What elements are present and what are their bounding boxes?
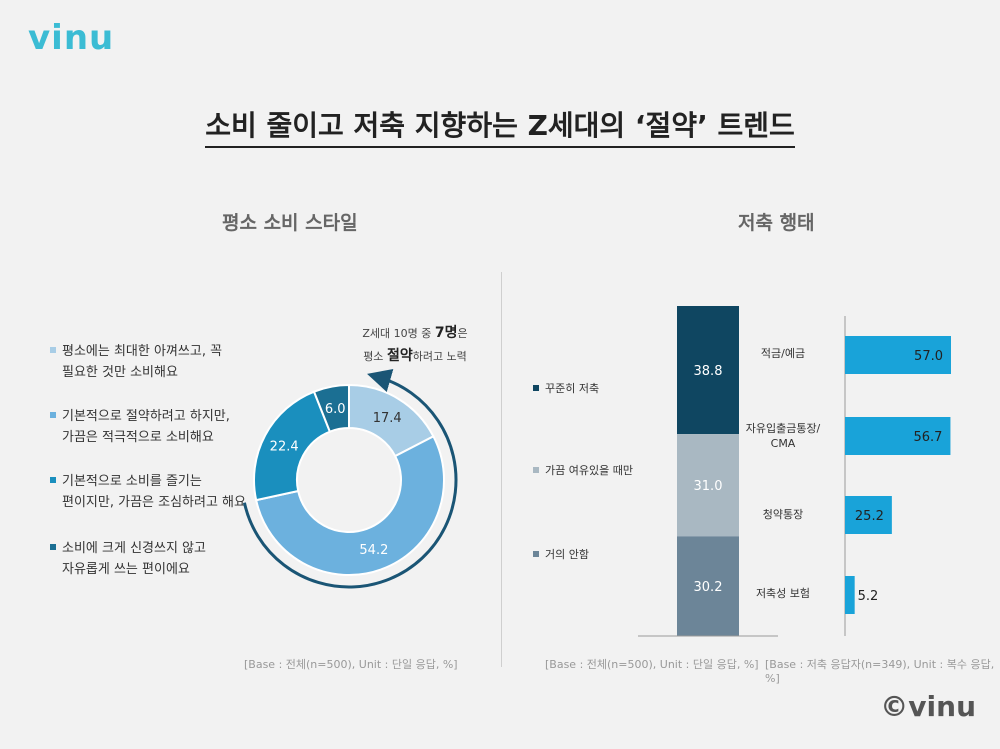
- legend-item-free: 소비에 크게 신경쓰지 않고 자유롭게 쓰는 편이에요: [50, 538, 206, 580]
- stack-segment: [677, 434, 739, 537]
- legend-swatch: [50, 476, 56, 483]
- section-title-consumption: 평소 소비 스타일: [222, 212, 358, 234]
- hbar-bar: [845, 336, 951, 374]
- stack-legend-label: 꾸준히 저축: [545, 382, 600, 395]
- donut-slice-label: 17.4: [373, 411, 402, 426]
- callout-text-part: 평소: [363, 350, 387, 363]
- legend-line: 필요한 것만 소비해요: [62, 365, 178, 380]
- section-title-saving: 저축 행태: [738, 212, 815, 234]
- legend-item-mostly-save: 기본적으로 절약하려고 하지만, 가끔은 적극적으로 소비해요: [50, 406, 230, 448]
- legend-swatch: [533, 385, 539, 391]
- callout-text-part: 하려고 노력: [412, 350, 467, 363]
- hbar-category-label: 자유입출금통장/ CMA: [745, 422, 821, 450]
- hbar-category-label: 적금/예금: [760, 347, 806, 360]
- hbar-bar: [845, 417, 951, 455]
- stack-segment-label: 30.2: [694, 580, 723, 595]
- base-note-donut: [Base : 전체(n=500), Unit : 단일 응답, %]: [244, 658, 458, 671]
- donut-chart: 17.4 54.2 22.4 6.0: [253, 383, 445, 576]
- callout-text-part: 은: [457, 327, 468, 340]
- legend-line: 편이지만, 가끔은 조심하려고 해요: [62, 495, 246, 510]
- donut-slice-label: 6.0: [325, 402, 346, 417]
- legend-swatch: [50, 411, 56, 418]
- callout-arc: [242, 368, 458, 589]
- callout-highlight: 7명: [434, 325, 458, 341]
- stack-legend-label: 거의 안함: [545, 548, 589, 561]
- section-divider: [501, 272, 502, 667]
- page-title: 소비 줄이고 저축 지향하는 Z세대의 ‘절약’ 트렌드: [0, 104, 1000, 148]
- legend-line: 소비에 크게 신경쓰지 않고: [62, 541, 206, 556]
- stack-segment: [677, 536, 739, 636]
- hbar-category-label: 저축성 보험: [755, 587, 811, 600]
- hbar-value-label: 56.7: [913, 430, 942, 445]
- legend-line: 기본적으로 절약하려고 하지만,: [62, 409, 230, 424]
- donut-slice: [312, 383, 350, 433]
- stack-legend-label: 가끔 여유있을 때만: [545, 464, 633, 477]
- legend-item-frugal: 평소에는 최대한 아껴쓰고, 꼭 필요한 것만 소비해요: [50, 341, 222, 383]
- stack-segment-label: 38.8: [694, 364, 723, 379]
- legend-line: 기본적으로 소비를 즐기는: [62, 474, 202, 489]
- legend-line: 자유롭게 쓰는 편이에요: [62, 562, 190, 577]
- stack-legend-regular: 꾸준히 저축: [533, 380, 599, 396]
- legend-item-enjoy: 기본적으로 소비를 즐기는 편이지만, 가끔은 조심하려고 해요: [50, 471, 246, 513]
- donut-slice-label: 54.2: [359, 543, 388, 558]
- hbar-value-label: 57.0: [914, 349, 943, 364]
- hbar-value-label: 25.2: [855, 509, 884, 524]
- hbar-bar: [845, 496, 892, 534]
- stacked-bar-chart: 38.8 31.0 30.2: [638, 306, 778, 637]
- donut-slice-label: 22.4: [270, 439, 299, 454]
- hbar-bar: [845, 576, 855, 614]
- base-note-stack: [Base : 전체(n=500), Unit : 단일 응답, %]: [545, 658, 759, 671]
- legend-line: 평소에는 최대한 아껴쓰고, 꼭: [62, 344, 223, 359]
- donut-slice: [254, 434, 445, 576]
- hbar-category-label: 청약통장: [762, 508, 804, 521]
- legend-swatch: [533, 551, 539, 557]
- base-note-hbar: [Base : 저축 응답자(n=349), Unit : 복수 응답, %]: [765, 658, 995, 685]
- hbar-value-label: 5.2: [858, 589, 879, 604]
- vinu-logo: vinu: [28, 18, 115, 58]
- legend-line: 가끔은 적극적으로 소비해요: [62, 430, 214, 445]
- stack-segment: [677, 306, 739, 435]
- legend-swatch: [533, 467, 539, 473]
- callout-highlight: 절약: [386, 348, 413, 364]
- horizontal-bar-chart: 57.0 56.7 25.2 5.2: [844, 316, 951, 636]
- stack-segment-label: 31.0: [694, 479, 723, 494]
- stack-legend-sometimes: 가끔 여유있을 때만: [533, 462, 633, 478]
- stack-legend-rarely: 거의 안함: [533, 546, 589, 562]
- copyright-logo: ©vinu: [880, 690, 976, 723]
- callout-text: Z세대 10명 중 7명은 평소 절약하려고 노력: [345, 322, 485, 368]
- page-title-text: 소비 줄이고 저축 지향하는 Z세대의 ‘절약’ 트렌드: [205, 109, 795, 148]
- legend-swatch: [50, 346, 56, 353]
- legend-swatch: [50, 543, 56, 550]
- callout-text-part: Z세대 10명 중: [362, 327, 435, 340]
